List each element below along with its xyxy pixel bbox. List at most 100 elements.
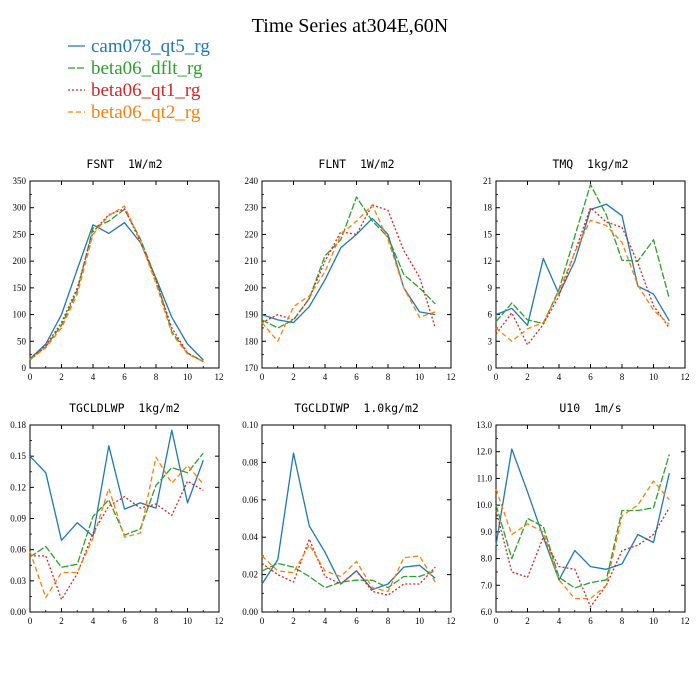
y-tick-label: 170 <box>245 363 259 373</box>
x-tick-label: 8 <box>154 372 159 382</box>
y-tick-label: 0.08 <box>242 457 258 467</box>
y-tick-label: 7.0 <box>481 580 493 590</box>
y-tick-label: 10.0 <box>476 500 492 510</box>
series-line <box>261 217 436 324</box>
y-tick-label: 0.00 <box>10 607 26 617</box>
plot-frame <box>29 424 220 613</box>
series-line <box>495 207 670 346</box>
x-tick-label: 12 <box>215 616 224 626</box>
figure-title: Time Series at304E,60N <box>252 15 448 37</box>
y-tick-label: 250 <box>13 229 27 239</box>
x-tick-label: 2 <box>525 616 530 626</box>
plot-frame <box>495 424 686 613</box>
legend-label: beta06_qt2_rg <box>91 102 201 123</box>
x-tick-label: 12 <box>681 372 690 382</box>
x-tick-label: 6 <box>122 616 127 626</box>
chart-panel: FLNT 1W/m2 0 2 4 6 8 10 12 170 180 190 200 210 220 230… <box>245 157 456 382</box>
x-tick-label: 2 <box>59 372 64 382</box>
y-tick-label: 50 <box>17 336 27 346</box>
x-tick-label: 0 <box>260 372 265 382</box>
x-tick-label: 10 <box>183 372 193 382</box>
x-tick-label: 8 <box>620 372 625 382</box>
series-line <box>495 454 670 589</box>
series-line <box>261 196 436 329</box>
y-tick-label: 3 <box>488 336 493 346</box>
y-tick-label: 9 <box>488 283 493 293</box>
panel-title: U10 1m/s <box>559 401 621 415</box>
chart-panel: TMQ 1kg/m2 0 2 4 6 8 10 12 0 3 6 9 12 15 18 21 <box>483 157 690 382</box>
chart-panel: FSNT 1W/m2 0 2 4 6 8 10 12 0 50 100 150 200 250 300 350 <box>13 157 224 382</box>
y-tick-label: 300 <box>13 203 27 213</box>
x-tick-label: 0 <box>28 616 33 626</box>
y-tick-label: 0.02 <box>242 570 258 580</box>
panels: FSNT 1W/m20 2 4 6 8 10 12050100150200250300350… <box>10 157 689 626</box>
series-line <box>261 538 436 596</box>
x-tick-label: 8 <box>620 616 625 626</box>
x-tick-label: 8 <box>154 616 159 626</box>
x-tick-label: 10 <box>183 616 193 626</box>
y-tick-label: 18 <box>483 203 493 213</box>
y-tick-label: 13.0 <box>476 420 492 430</box>
y-tick-label: 230 <box>245 203 259 213</box>
x-tick-label: 10 <box>415 372 425 382</box>
x-tick-label: 8 <box>386 616 391 626</box>
x-tick-label: 4 <box>323 372 328 382</box>
y-tick-label: 0 <box>488 363 493 373</box>
x-tick-label: 0 <box>494 372 499 382</box>
legend-label: beta06_qt1_rg <box>91 80 201 101</box>
x-tick-label: 10 <box>649 616 659 626</box>
x-tick-label: 2 <box>291 616 296 626</box>
y-tick-label: 6 <box>488 310 493 320</box>
y-tick-label: 12.0 <box>476 447 492 457</box>
panel-title: TGCLDLWP 1kg/m2 <box>69 401 180 415</box>
y-tick-label: 21 <box>483 176 492 186</box>
y-tick-label: 11.0 <box>477 473 493 483</box>
x-tick-label: 4 <box>323 616 328 626</box>
series-line <box>495 203 670 326</box>
x-tick-label: 2 <box>525 372 530 382</box>
x-tick-label: 12 <box>215 372 224 382</box>
y-tick-label: 9.0 <box>481 527 493 537</box>
y-tick-label: 15 <box>483 229 493 239</box>
y-tick-label: 12 <box>483 256 492 266</box>
x-tick-label: 4 <box>557 372 562 382</box>
y-tick-label: 0.10 <box>242 420 258 430</box>
series-line <box>495 183 670 325</box>
y-tick-label: 350 <box>13 176 27 186</box>
y-tick-label: 200 <box>13 256 27 266</box>
legend-label: beta06_dflt_rg <box>91 58 203 79</box>
y-tick-label: 210 <box>245 256 259 266</box>
y-tick-label: 220 <box>245 229 259 239</box>
x-tick-label: 12 <box>681 616 690 626</box>
y-tick-label: 0.06 <box>242 495 258 505</box>
x-tick-label: 0 <box>28 372 33 382</box>
y-tick-label: 240 <box>245 176 259 186</box>
series-line <box>30 480 204 601</box>
series-line <box>495 448 670 581</box>
x-tick-label: 6 <box>122 372 127 382</box>
y-tick-label: 0.18 <box>10 420 26 430</box>
x-tick-label: 6 <box>588 372 593 382</box>
y-tick-label: 0.00 <box>242 607 258 617</box>
y-tick-label: 0.09 <box>10 514 26 524</box>
x-tick-label: 6 <box>588 616 593 626</box>
x-tick-label: 4 <box>91 372 96 382</box>
panel-title: FLNT 1W/m2 <box>318 157 394 171</box>
series-line <box>495 507 670 608</box>
x-tick-label: 10 <box>415 616 425 626</box>
x-tick-label: 2 <box>59 616 64 626</box>
y-tick-label: 200 <box>245 283 259 293</box>
series-line <box>495 480 670 600</box>
y-tick-label: 6.0 <box>481 607 493 617</box>
series-line <box>261 204 436 329</box>
series-line <box>261 452 436 591</box>
legend-label: cam078_qt5_rg <box>91 36 210 57</box>
x-tick-label: 0 <box>494 616 499 626</box>
y-tick-label: 180 <box>245 336 259 346</box>
x-tick-label: 2 <box>291 372 296 382</box>
chart-panel: TGCLDLWP 1kg/m2 0 2 4 6 8 10 12 0.00 0.03 0.06 0.09… <box>10 401 223 626</box>
y-tick-label: 190 <box>245 310 259 320</box>
y-tick-label: 0.04 <box>242 532 258 542</box>
x-tick-label: 4 <box>557 616 562 626</box>
